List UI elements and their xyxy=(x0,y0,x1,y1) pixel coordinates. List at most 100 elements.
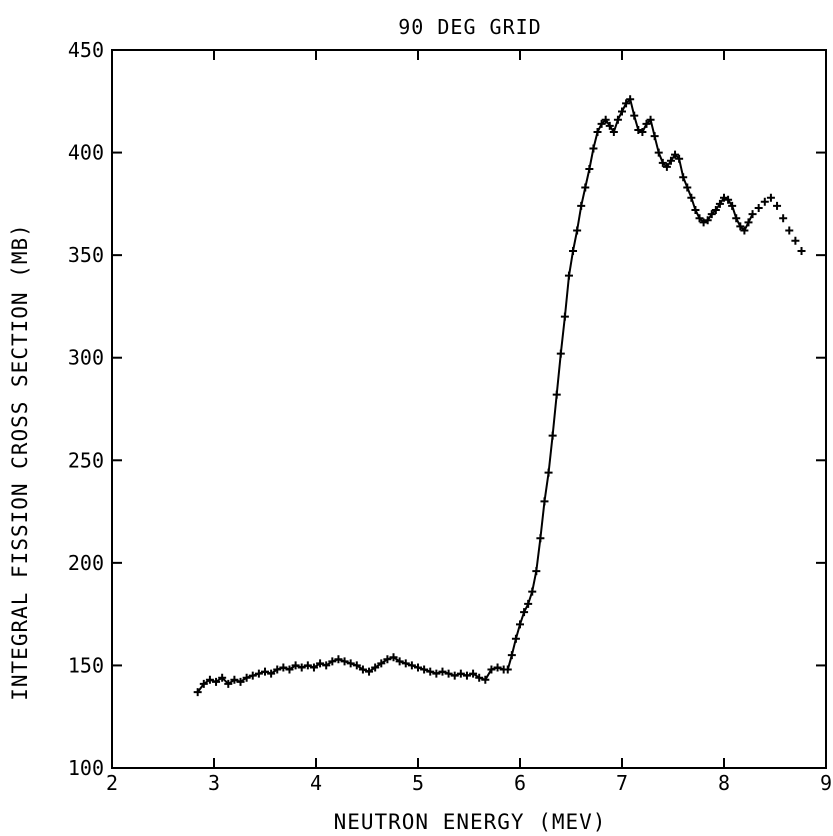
tick-labels: 2 3 4 5 6 7 8 9 100 150 200 250 300 350 400 450 xyxy=(68,38,832,795)
y-tick-label: 450 xyxy=(68,38,104,62)
data-point xyxy=(532,567,541,576)
series-line xyxy=(196,97,754,693)
x-axis-label: NEUTRON ENERGY (MEV) xyxy=(334,810,607,834)
data-point xyxy=(520,608,529,617)
data-point xyxy=(650,132,659,141)
x-tick-label: 7 xyxy=(616,771,628,795)
data-point xyxy=(581,183,590,192)
data-point xyxy=(469,669,478,678)
data-point xyxy=(711,206,720,215)
data-point xyxy=(456,669,465,678)
data-point xyxy=(365,667,374,676)
data-point xyxy=(242,673,251,682)
y-axis-label: INTEGRAL FISSION CROSS SECTION (MB) xyxy=(8,223,32,701)
data-point xyxy=(383,655,392,664)
data-point xyxy=(564,271,573,280)
data-point xyxy=(658,158,667,167)
data-point xyxy=(748,210,757,219)
data-point xyxy=(205,675,214,684)
data-point xyxy=(401,659,410,668)
data-point xyxy=(346,659,355,668)
data-point xyxy=(444,669,453,678)
y-tick-label: 250 xyxy=(68,448,104,472)
data-point xyxy=(609,128,618,137)
data-point xyxy=(626,95,635,104)
data-point xyxy=(556,349,565,358)
data-point xyxy=(679,173,688,182)
data-point xyxy=(334,655,343,664)
data-point xyxy=(540,497,549,506)
data-point xyxy=(779,214,788,223)
data-point xyxy=(715,199,724,208)
data-point xyxy=(230,675,239,684)
data-point xyxy=(475,673,484,682)
data-point xyxy=(601,115,610,124)
data-point xyxy=(760,197,769,206)
data-point xyxy=(773,201,782,210)
data-point xyxy=(426,667,435,676)
data-point xyxy=(634,126,643,135)
data-point xyxy=(511,634,520,643)
data-point xyxy=(432,669,441,678)
data-point xyxy=(279,663,288,672)
data-series xyxy=(193,95,806,697)
data-point xyxy=(707,210,716,219)
data-point xyxy=(212,677,221,686)
data-point xyxy=(487,665,496,674)
data-point xyxy=(516,620,524,629)
data-point xyxy=(481,675,490,684)
data-point xyxy=(407,661,416,670)
data-point xyxy=(218,673,227,682)
data-point xyxy=(646,115,655,124)
y-tick-label: 150 xyxy=(68,653,104,677)
data-point xyxy=(493,663,502,672)
data-point xyxy=(536,534,545,543)
data-point xyxy=(687,193,696,202)
data-point xyxy=(744,218,753,227)
data-point xyxy=(613,115,622,124)
data-point xyxy=(273,665,282,674)
data-point xyxy=(438,667,447,676)
data-point xyxy=(654,148,663,157)
data-point xyxy=(261,667,269,676)
y-tick-label: 100 xyxy=(68,756,104,780)
data-point xyxy=(577,201,586,210)
data-point xyxy=(703,216,712,225)
x-tick-label: 4 xyxy=(310,771,322,795)
data-point xyxy=(732,214,741,223)
data-point xyxy=(699,218,708,227)
data-point xyxy=(666,156,675,165)
data-point xyxy=(791,236,800,245)
data-point xyxy=(340,657,349,666)
data-point xyxy=(618,107,626,116)
data-point xyxy=(507,651,516,660)
data-point xyxy=(462,671,471,680)
data-point xyxy=(720,193,728,202)
data-point xyxy=(593,128,602,137)
data-point xyxy=(193,688,202,697)
data-point xyxy=(503,665,512,674)
data-point xyxy=(638,128,647,137)
data-point xyxy=(358,665,367,674)
data-point xyxy=(199,679,208,688)
data-point xyxy=(548,431,557,440)
data-point xyxy=(420,665,429,674)
data-point xyxy=(630,111,639,120)
y-tick-label: 200 xyxy=(68,551,104,575)
x-tick-label: 5 xyxy=(412,771,424,795)
data-point xyxy=(389,653,398,662)
data-point xyxy=(785,226,794,235)
data-point xyxy=(683,183,692,192)
data-point xyxy=(766,193,775,202)
data-point xyxy=(528,587,537,596)
y-tick-label: 400 xyxy=(68,141,104,165)
axis-ticks xyxy=(111,49,827,769)
x-tick-label: 8 xyxy=(718,771,730,795)
data-point xyxy=(524,599,533,608)
x-tick-label: 9 xyxy=(820,771,832,795)
x-tick-label: 3 xyxy=(208,771,220,795)
data-point xyxy=(728,201,737,210)
data-point xyxy=(622,99,631,108)
data-point xyxy=(589,144,598,153)
